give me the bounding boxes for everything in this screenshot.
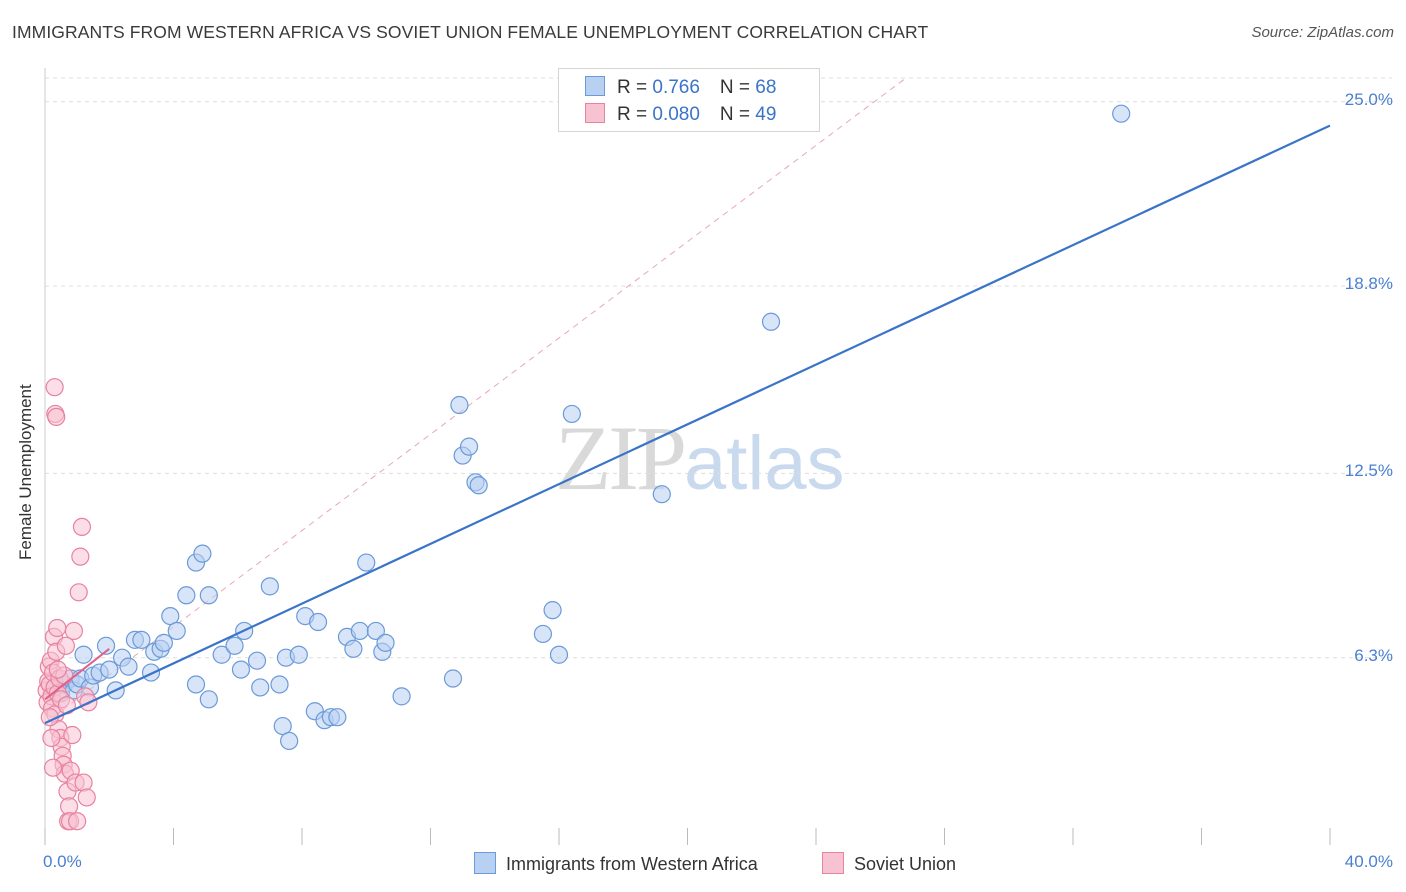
legend-row-soviet-union: R = 0.080 N = 49 <box>585 103 776 126</box>
point-western-africa <box>357 553 376 572</box>
point-soviet-union <box>48 660 67 679</box>
point-western-africa <box>549 645 569 664</box>
point-western-africa <box>199 586 218 605</box>
trend-line-western-africa <box>44 124 1331 725</box>
bottom-legend-swatch-blue <box>474 852 496 874</box>
legend-n-label: N = <box>719 104 756 125</box>
point-western-africa <box>177 586 196 605</box>
point-western-africa <box>533 624 553 644</box>
point-western-africa <box>562 404 581 424</box>
legend-n-value: 68 <box>755 77 777 98</box>
point-soviet-union <box>63 725 82 745</box>
legend-r-value: 0.080 <box>652 104 700 125</box>
point-soviet-union <box>72 517 92 537</box>
point-western-africa <box>469 476 488 495</box>
point-western-africa <box>328 708 347 727</box>
legend-r-label: R = <box>617 77 653 98</box>
point-western-africa <box>289 645 308 664</box>
point-western-africa <box>376 633 395 652</box>
point-western-africa <box>450 395 469 415</box>
point-western-africa <box>167 621 186 641</box>
point-soviet-union <box>69 583 88 602</box>
legend-swatch-pink <box>585 103 605 123</box>
point-soviet-union <box>77 788 96 807</box>
y-tick-label: 18.8% <box>1344 274 1393 294</box>
point-western-africa <box>652 485 671 504</box>
point-soviet-union <box>68 812 87 831</box>
point-western-africa <box>100 660 119 679</box>
y-axis-label: Female Unemployment <box>16 384 35 560</box>
source-label: Source: ZipAtlas.com <box>1251 24 1394 41</box>
point-western-africa <box>193 544 212 563</box>
legend-row-western-africa: R = 0.766 N = 68 <box>585 76 776 99</box>
point-western-africa <box>392 687 411 706</box>
legend-r-value: 0.766 <box>652 77 700 98</box>
bottom-legend-label: Soviet Union <box>854 854 957 874</box>
point-western-africa <box>225 636 244 655</box>
point-soviet-union <box>47 407 66 427</box>
point-western-africa <box>280 731 299 751</box>
point-western-africa <box>270 675 289 694</box>
point-western-africa <box>247 651 267 670</box>
bottom-legend-swatch-pink <box>822 852 844 874</box>
point-western-africa <box>350 621 369 641</box>
chart-title: IMMIGRANTS FROM WESTERN AFRICA VS SOVIET… <box>12 22 929 42</box>
bottom-legend-western-africa: Immigrants from Western Africa <box>474 852 758 875</box>
point-western-africa <box>96 636 116 655</box>
y-tick-label: 12.5% <box>1344 461 1393 481</box>
point-soviet-union <box>45 378 64 397</box>
reference-line <box>44 77 907 724</box>
legend-swatch-blue <box>585 76 605 96</box>
legend-n-value: 49 <box>755 104 777 125</box>
point-western-africa <box>199 690 218 709</box>
point-western-africa <box>74 645 93 664</box>
bottom-legend-label: Immigrants from Western Africa <box>506 854 758 874</box>
point-soviet-union <box>42 728 61 748</box>
point-western-africa <box>251 678 270 697</box>
watermark-atlas: atlas <box>684 421 845 506</box>
point-western-africa <box>1112 104 1131 123</box>
y-tick-label: 6.3% <box>1354 645 1393 665</box>
point-soviet-union <box>43 758 63 777</box>
point-western-africa <box>366 621 385 641</box>
point-western-africa <box>119 657 138 676</box>
point-western-africa <box>260 577 279 596</box>
bottom-legend-soviet-union: Soviet Union <box>822 852 956 875</box>
point-soviet-union <box>71 547 90 566</box>
trend-line-soviet-union <box>44 648 110 701</box>
point-western-africa <box>761 312 781 331</box>
x-tick-label-min: 0.0% <box>43 852 82 871</box>
point-western-africa <box>231 660 251 679</box>
legend-r-label: R = <box>617 104 653 125</box>
point-soviet-union <box>74 773 93 792</box>
legend-n-label: N = <box>719 77 756 98</box>
point-western-africa <box>459 437 479 456</box>
point-western-africa <box>308 612 328 632</box>
point-soviet-union <box>48 618 67 638</box>
point-western-africa <box>154 633 173 652</box>
x-tick-label-max: 40.0% <box>1344 852 1393 871</box>
point-western-africa <box>132 630 151 649</box>
point-western-africa <box>443 669 463 688</box>
point-western-africa <box>186 675 206 694</box>
point-western-africa <box>212 645 231 664</box>
y-tick-label: 25.0% <box>1344 89 1393 109</box>
point-western-africa <box>543 601 562 620</box>
point-western-africa <box>141 663 161 682</box>
point-soviet-union <box>56 636 75 655</box>
correlation-legend: R = 0.766 N = 68 R = 0.080 N = 49 <box>558 68 820 132</box>
point-soviet-union <box>64 621 84 641</box>
point-western-africa <box>344 639 363 658</box>
